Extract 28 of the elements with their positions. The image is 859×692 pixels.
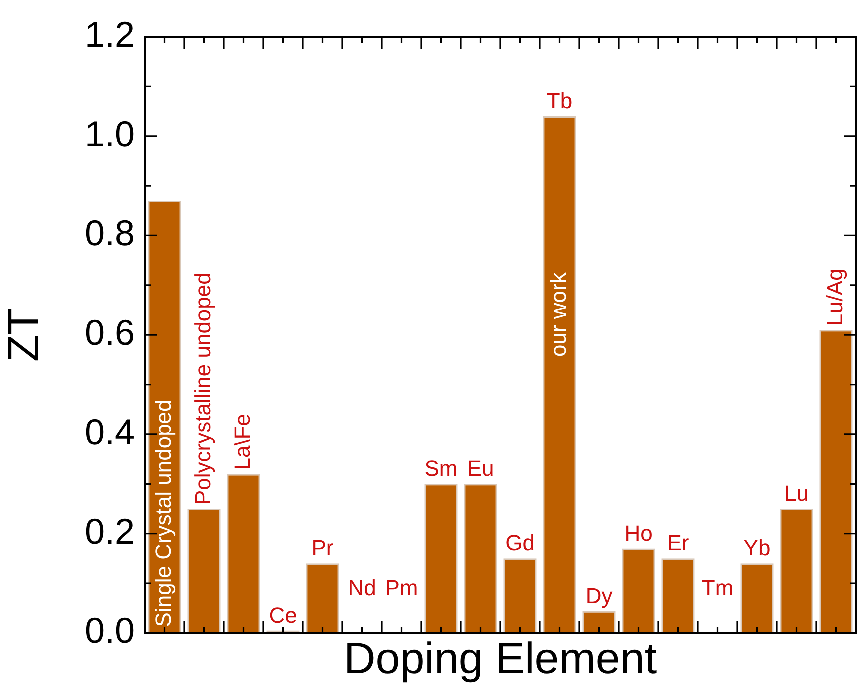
x-tick-label: Eu xyxy=(467,456,494,482)
x-tick-label: La\Fe xyxy=(230,414,255,470)
x-tick-label: Ho xyxy=(624,520,653,546)
x-axis-title: Doping Element xyxy=(344,634,658,684)
x-tick-label: Ce xyxy=(269,602,298,628)
x-tick-label: Pr xyxy=(312,536,334,561)
x-tick-label: Lu/Ag xyxy=(822,268,848,326)
y-tick-label: 0.4 xyxy=(84,411,135,452)
x-tick-label: Gd xyxy=(506,530,535,556)
x-tick-label: Er xyxy=(667,530,690,556)
x-tick-label: Sm xyxy=(424,456,458,482)
y-tick-label: 1.0 xyxy=(84,113,135,154)
x-tick-label: Pm xyxy=(385,575,418,600)
x-tick-label: Single Crystal undoped xyxy=(150,400,176,628)
x-tick-label: Lu xyxy=(784,481,809,506)
y-tick-label: 0.2 xyxy=(84,510,135,552)
x-tick-label: Yb xyxy=(744,536,771,561)
y-axis-title: ZT xyxy=(0,308,49,362)
y-tick-label: 1.2 xyxy=(84,14,135,55)
y-tick-label: 0.0 xyxy=(84,610,135,652)
x-tick-label: Tb xyxy=(546,88,573,114)
x-tick-label: Nd xyxy=(348,575,376,600)
y-tick-label: 0.6 xyxy=(84,312,135,354)
x-tick-label: Tm xyxy=(702,575,734,600)
x-tick-label: Polycrystalline undoped xyxy=(190,272,216,505)
x-tick-label: Dy xyxy=(586,583,613,608)
y-tick-label: 0.8 xyxy=(84,212,135,254)
annotation: our work xyxy=(546,272,571,358)
